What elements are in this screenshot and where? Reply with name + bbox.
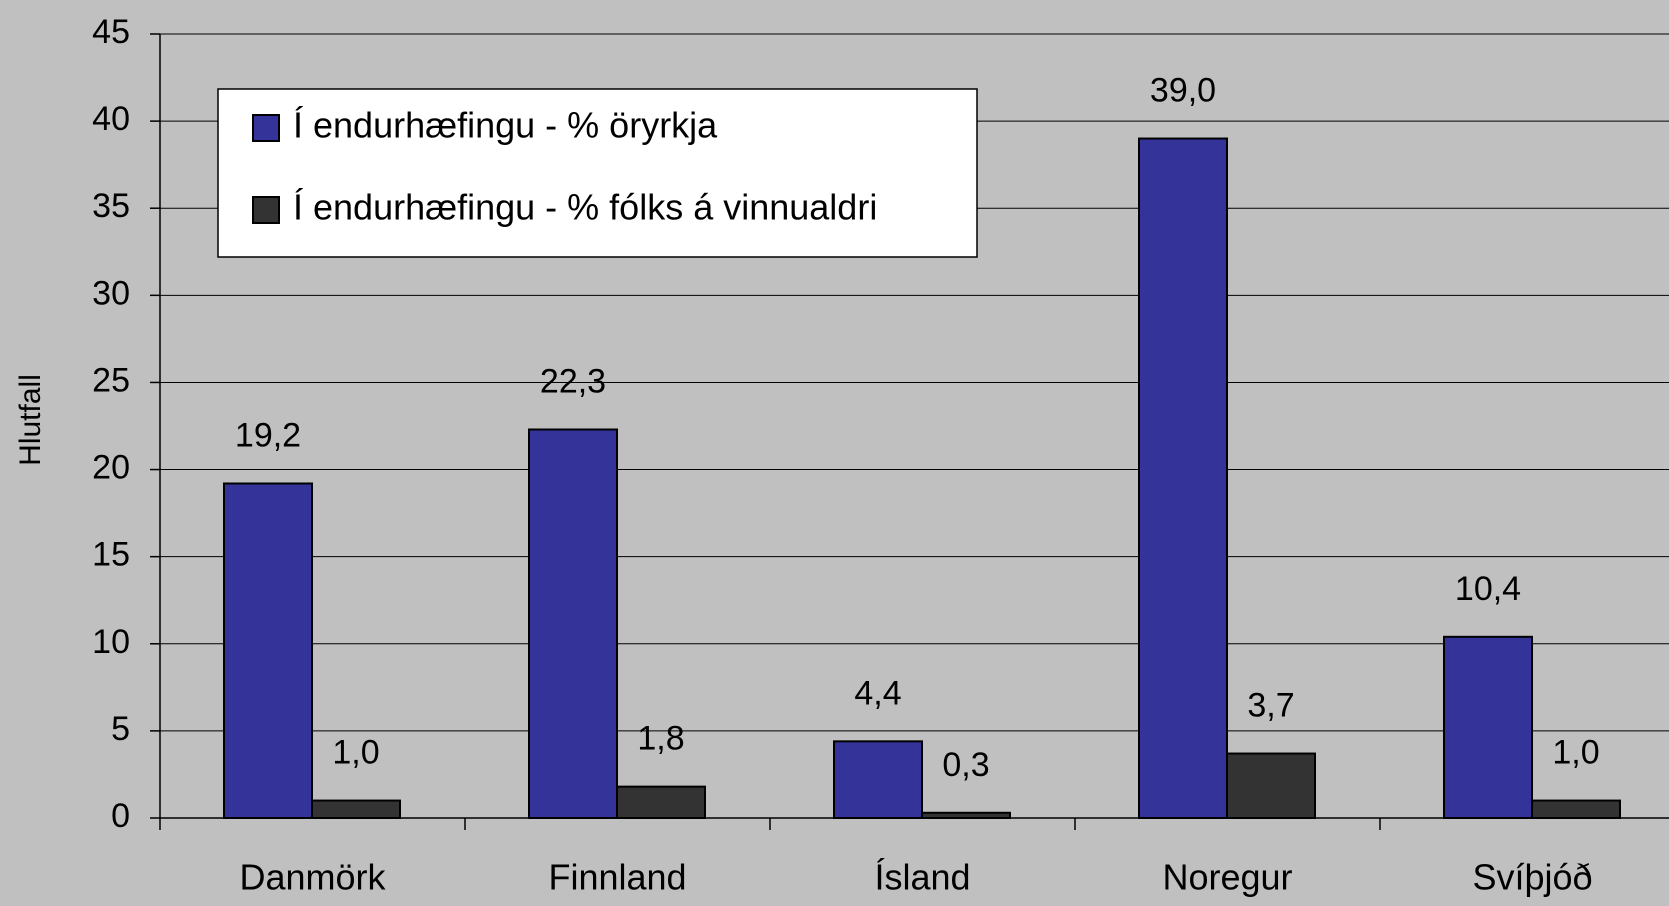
legend-label: Í endurhæfingu - % öryrkja (293, 105, 718, 146)
y-tick-label: 30 (92, 274, 130, 312)
data-label: 0,3 (942, 746, 989, 784)
data-label: 3,7 (1247, 687, 1294, 725)
bar (921, 811, 1011, 819)
legend-label: Í endurhæfingu - % fólks á vinnualdri (293, 187, 877, 228)
bar (616, 785, 706, 820)
y-tick-label: 15 (92, 536, 130, 574)
bar (833, 740, 923, 819)
y-tick-label: 25 (92, 361, 130, 399)
x-tick-label: Svíþjóð (1472, 857, 1592, 898)
data-label: 39,0 (1150, 72, 1216, 110)
data-label: 19,2 (235, 416, 301, 454)
y-tick-label: 5 (111, 710, 130, 748)
bar (1138, 137, 1228, 820)
y-tick-label: 35 (92, 187, 130, 225)
y-tick-label: 45 (92, 13, 130, 51)
bar (1226, 752, 1316, 819)
data-label: 10,4 (1455, 570, 1521, 608)
legend-swatch (252, 196, 280, 224)
data-label: 22,3 (540, 362, 606, 400)
x-tick-label: Ísland (874, 857, 970, 898)
y-tick-label: 20 (92, 449, 130, 487)
bar (1531, 799, 1621, 819)
y-tick-label: 40 (92, 100, 130, 138)
y-tick-label: 10 (92, 623, 130, 661)
x-tick-label: Finnland (548, 857, 686, 898)
bar (528, 428, 618, 819)
data-label: 4,4 (854, 674, 901, 712)
bar (311, 799, 401, 819)
legend-box (217, 88, 978, 258)
x-tick-label: Noregur (1162, 857, 1292, 898)
data-label: 1,0 (1552, 734, 1599, 772)
legend-swatch (252, 114, 280, 142)
y-tick-label: 0 (111, 797, 130, 835)
data-label: 1,0 (332, 734, 379, 772)
bar (1443, 635, 1533, 820)
x-tick-label: Danmörk (239, 857, 386, 898)
bar (223, 482, 313, 819)
y-axis-label: Hlutfall (14, 374, 47, 466)
data-label: 1,8 (637, 720, 684, 758)
